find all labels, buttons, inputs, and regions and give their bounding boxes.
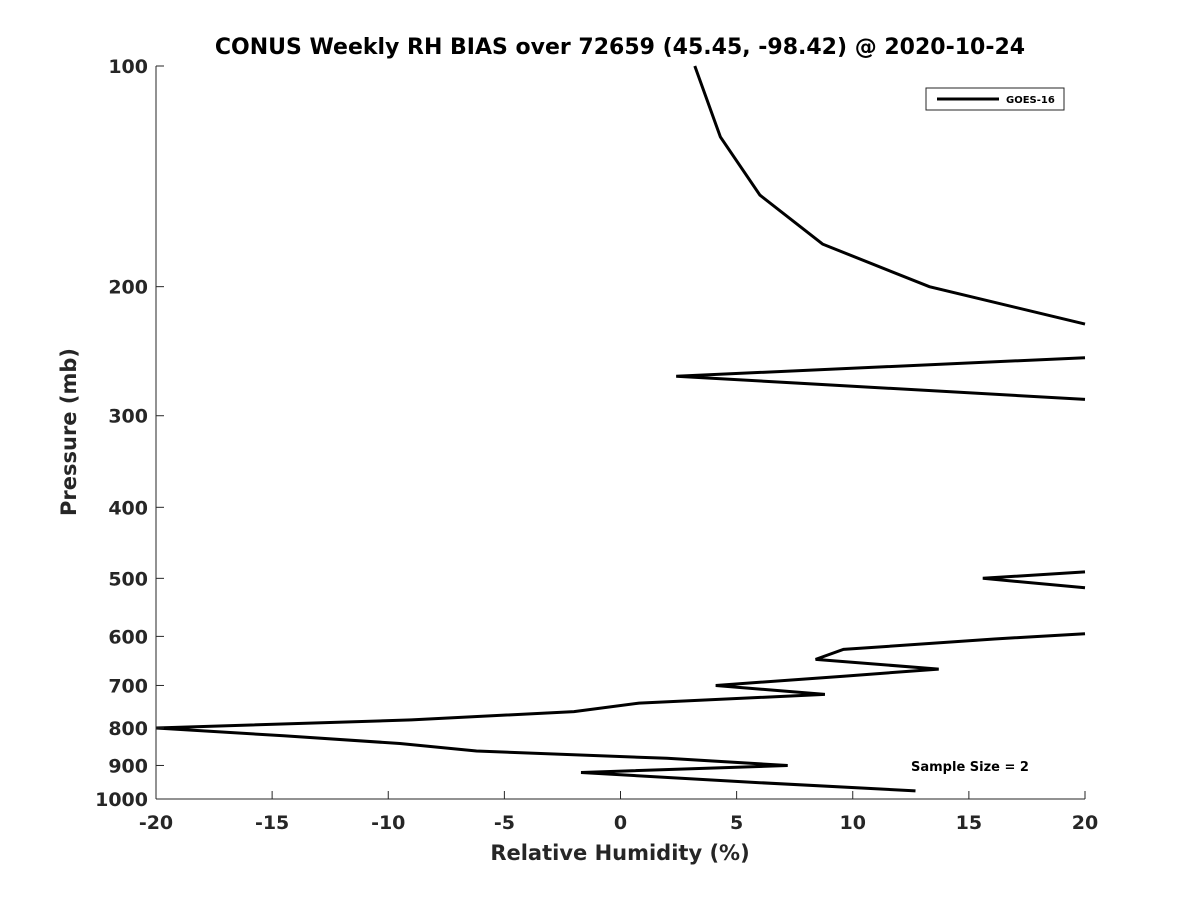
y-tick-label: 400	[108, 497, 148, 519]
sample-size-annotation: Sample Size = 2	[911, 760, 1029, 775]
y-tick-label: 600	[108, 626, 148, 648]
x-tick-label: -10	[371, 812, 405, 834]
y-tick-label: 700	[108, 675, 148, 697]
x-tick-label: 10	[840, 812, 866, 834]
y-tick-label: 300	[108, 406, 148, 428]
x-tick-label: -15	[255, 812, 289, 834]
y-tick-label: 800	[108, 718, 148, 740]
y-tick-label: 900	[108, 755, 148, 777]
axes	[155, 66, 1085, 800]
y-tick-label: 1000	[95, 789, 148, 811]
x-ticks: -20 -15 -10 -5 0 5 10 15 20	[139, 791, 1098, 834]
x-tick-label: -5	[494, 812, 515, 834]
series-line-goes-16	[693, 65, 1086, 326]
x-tick-label: -20	[139, 812, 173, 834]
series-line-goes-16	[155, 632, 1086, 793]
x-tick-label: 15	[956, 812, 982, 834]
x-tick-label: 20	[1072, 812, 1098, 834]
legend: GOES-16	[925, 87, 1065, 111]
y-tick-label: 500	[108, 568, 148, 590]
y-tick-label: 200	[108, 277, 148, 299]
plot-lines	[155, 65, 1086, 793]
series-line-goes-16	[982, 570, 1086, 590]
x-tick-label: 0	[614, 812, 627, 834]
series-line-goes-16	[676, 356, 1086, 401]
x-axis-label: Relative Humidity (%)	[490, 841, 749, 865]
x-tick-label: 5	[730, 812, 743, 834]
y-ticks: 100 200 300 400 500 600 700 800 900 1000	[95, 56, 164, 811]
chart-title: CONUS Weekly RH BIAS over 72659 (45.45, …	[215, 35, 1025, 60]
y-tick-label: 100	[108, 56, 148, 78]
y-axis-label: Pressure (mb)	[57, 348, 81, 516]
legend-label-goes-16: GOES-16	[1006, 95, 1055, 106]
